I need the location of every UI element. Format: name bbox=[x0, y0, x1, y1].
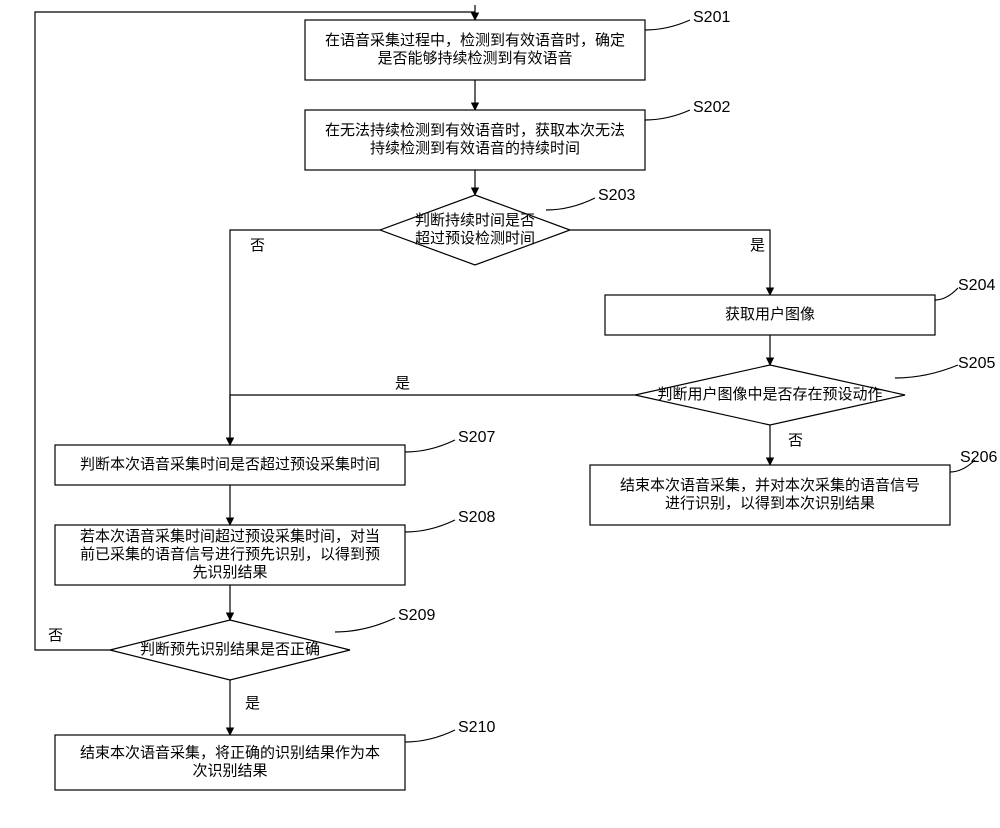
leader-s202 bbox=[645, 110, 690, 120]
edge-label-s209-no: 否 bbox=[48, 627, 63, 644]
leader-s201 bbox=[645, 20, 690, 30]
step-label-s207: S207 bbox=[458, 429, 495, 446]
step-label-s204: S204 bbox=[958, 277, 995, 294]
edge-label-s203-no: 否 bbox=[250, 237, 265, 254]
svg-text:判断预先识别结果是否正确: 判断预先识别结果是否正确 bbox=[140, 641, 320, 658]
edge-label-s209-yes: 是 bbox=[245, 695, 260, 712]
leader-s208 bbox=[405, 520, 455, 532]
flowchart-canvas: 否是是否是否 在语音采集过程中，检测到有效语音时，确定是否能够持续检测到有效语音… bbox=[0, 0, 1000, 828]
edge-label-s205-no: 否 bbox=[788, 432, 803, 449]
svg-text:判断持续时间是否: 判断持续时间是否 bbox=[415, 212, 535, 229]
svg-text:结束本次语音采集，并对本次采集的语音信号: 结束本次语音采集，并对本次采集的语音信号 bbox=[620, 477, 920, 494]
node-s209: 判断预先识别结果是否正确 bbox=[110, 620, 350, 680]
edge-s203-yes bbox=[570, 230, 770, 295]
leader-s203 bbox=[546, 198, 595, 210]
svg-text:前已采集的语音信号进行预先识别，以得到预: 前已采集的语音信号进行预先识别，以得到预 bbox=[80, 546, 380, 563]
step-label-s208: S208 bbox=[458, 509, 495, 526]
node-s203: 判断持续时间是否超过预设检测时间 bbox=[380, 195, 570, 265]
edge-label-s205-yes: 是 bbox=[395, 375, 410, 392]
svg-text:判断用户图像中是否存在预设动作: 判断用户图像中是否存在预设动作 bbox=[657, 386, 882, 403]
step-label-s201: S201 bbox=[693, 9, 730, 26]
svg-text:结束本次语音采集，将正确的识别结果作为本: 结束本次语音采集，将正确的识别结果作为本 bbox=[80, 744, 380, 761]
svg-text:持续检测到有效语音的持续时间: 持续检测到有效语音的持续时间 bbox=[370, 140, 580, 157]
leader-s205 bbox=[895, 365, 958, 378]
leader-s204 bbox=[935, 288, 958, 300]
edge-s205-yes bbox=[230, 395, 635, 445]
step-label-s210: S210 bbox=[458, 719, 495, 736]
svg-text:在语音采集过程中，检测到有效语音时，确定: 在语音采集过程中，检测到有效语音时，确定 bbox=[325, 32, 625, 49]
leader-s209 bbox=[335, 618, 395, 632]
node-s206: 结束本次语音采集，并对本次采集的语音信号进行识别，以得到本次识别结果 bbox=[590, 465, 950, 525]
svg-text:获取用户图像: 获取用户图像 bbox=[725, 306, 815, 323]
nodes-layer: 在语音采集过程中，检测到有效语音时，确定是否能够持续检测到有效语音在无法持续检测… bbox=[55, 20, 950, 790]
svg-text:次识别结果: 次识别结果 bbox=[192, 762, 267, 779]
edge-s203-no bbox=[230, 230, 380, 445]
step-label-s209: S209 bbox=[398, 607, 435, 624]
node-s208: 若本次语音采集时间超过预设采集时间，对当前已采集的语音信号进行预先识别，以得到预… bbox=[55, 525, 405, 585]
step-label-s206: S206 bbox=[960, 449, 997, 466]
leader-s210 bbox=[405, 730, 455, 742]
node-s202: 在无法持续检测到有效语音时，获取本次无法持续检测到有效语音的持续时间 bbox=[305, 110, 645, 170]
node-s201: 在语音采集过程中，检测到有效语音时，确定是否能够持续检测到有效语音 bbox=[305, 20, 645, 80]
svg-text:是否能够持续检测到有效语音: 是否能够持续检测到有效语音 bbox=[377, 50, 572, 67]
svg-text:超过预设检测时间: 超过预设检测时间 bbox=[415, 230, 535, 247]
edge-label-s203-yes: 是 bbox=[750, 237, 765, 254]
node-s205: 判断用户图像中是否存在预设动作 bbox=[635, 365, 905, 425]
node-s204: 获取用户图像 bbox=[605, 295, 935, 335]
svg-text:若本次语音采集时间超过预设采集时间，对当: 若本次语音采集时间超过预设采集时间，对当 bbox=[80, 528, 380, 545]
svg-text:判断本次语音采集时间是否超过预设采集时间: 判断本次语音采集时间是否超过预设采集时间 bbox=[80, 456, 380, 473]
svg-text:在无法持续检测到有效语音时，获取本次无法: 在无法持续检测到有效语音时，获取本次无法 bbox=[325, 122, 625, 139]
svg-text:先识别结果: 先识别结果 bbox=[192, 564, 267, 581]
step-label-s205: S205 bbox=[958, 355, 995, 372]
node-s210: 结束本次语音采集，将正确的识别结果作为本次识别结果 bbox=[55, 735, 405, 790]
leader-s207 bbox=[405, 440, 455, 452]
step-label-s202: S202 bbox=[693, 99, 730, 116]
step-label-s203: S203 bbox=[598, 187, 635, 204]
node-s207: 判断本次语音采集时间是否超过预设采集时间 bbox=[55, 445, 405, 485]
svg-text:进行识别，以得到本次识别结果: 进行识别，以得到本次识别结果 bbox=[665, 495, 875, 512]
